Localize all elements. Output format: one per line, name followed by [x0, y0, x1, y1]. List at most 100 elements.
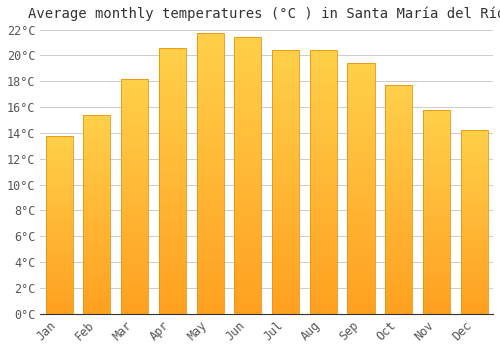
Bar	[385, 85, 412, 314]
Bar	[234, 137, 262, 142]
Bar	[385, 286, 412, 291]
Bar	[310, 130, 337, 135]
Bar	[310, 219, 337, 224]
Bar	[385, 213, 412, 218]
Bar	[460, 240, 488, 244]
Bar	[385, 177, 412, 181]
Bar	[272, 150, 299, 156]
Bar	[460, 171, 488, 174]
Bar	[121, 234, 148, 239]
Bar	[348, 309, 374, 314]
Bar	[348, 63, 374, 68]
Bar	[196, 112, 224, 118]
Bar	[46, 257, 73, 260]
Bar	[348, 98, 374, 103]
Bar	[196, 230, 224, 235]
Bar	[272, 177, 299, 182]
Bar	[460, 303, 488, 307]
Bar	[385, 218, 412, 222]
Bar	[385, 227, 412, 232]
Bar	[460, 145, 488, 149]
Bar	[46, 260, 73, 264]
Bar	[121, 159, 148, 163]
Bar	[310, 251, 337, 256]
Bar	[84, 310, 110, 314]
Bar	[234, 131, 262, 137]
Bar	[234, 181, 262, 187]
Bar	[46, 218, 73, 221]
Bar	[385, 158, 412, 163]
Bar	[84, 286, 110, 290]
Bar	[385, 245, 412, 250]
Bar	[46, 278, 73, 282]
Bar	[460, 178, 488, 182]
Bar	[121, 173, 148, 177]
Bar	[46, 143, 73, 146]
Bar	[423, 281, 450, 285]
Bar	[159, 239, 186, 245]
Bar	[423, 261, 450, 265]
Bar	[121, 276, 148, 281]
Bar	[196, 241, 224, 247]
Bar	[234, 126, 262, 131]
Bar	[121, 107, 148, 112]
Bar	[121, 300, 148, 304]
Bar	[385, 85, 412, 90]
Bar	[348, 183, 374, 189]
Bar	[348, 254, 374, 259]
Bar	[46, 203, 73, 207]
Bar	[423, 240, 450, 244]
Bar	[196, 56, 224, 62]
Bar	[385, 241, 412, 245]
Bar	[272, 224, 299, 230]
Bar	[348, 234, 374, 239]
Bar	[159, 170, 186, 175]
Bar	[348, 274, 374, 279]
Bar	[196, 45, 224, 50]
Bar	[348, 239, 374, 244]
Bar	[272, 156, 299, 161]
Bar	[121, 149, 148, 154]
Bar	[310, 298, 337, 303]
Bar	[46, 182, 73, 186]
Bar	[310, 119, 337, 124]
Bar	[121, 191, 148, 196]
Bar	[234, 104, 262, 109]
Bar	[348, 209, 374, 214]
Bar	[234, 115, 262, 120]
Bar	[121, 253, 148, 258]
Bar	[385, 90, 412, 94]
Bar	[272, 87, 299, 92]
Bar	[234, 109, 262, 115]
Bar	[196, 34, 224, 314]
Bar	[310, 135, 337, 140]
Bar	[46, 189, 73, 192]
Bar	[159, 208, 186, 213]
Bar	[385, 145, 412, 149]
Bar	[310, 277, 337, 282]
Bar	[46, 135, 73, 314]
Bar	[159, 79, 186, 85]
Bar	[234, 142, 262, 148]
Bar	[385, 232, 412, 236]
Bar	[385, 199, 412, 204]
Bar	[196, 269, 224, 275]
Bar	[196, 140, 224, 146]
Bar	[46, 267, 73, 271]
Bar	[46, 300, 73, 303]
Bar	[272, 119, 299, 124]
Bar	[423, 171, 450, 175]
Bar	[121, 196, 148, 201]
Bar	[310, 261, 337, 266]
Bar	[348, 73, 374, 78]
Bar	[460, 244, 488, 248]
Bar	[423, 163, 450, 167]
Bar	[234, 65, 262, 70]
Bar	[159, 181, 186, 186]
Bar	[348, 168, 374, 174]
Bar	[196, 50, 224, 56]
Bar	[310, 230, 337, 235]
Bar	[348, 123, 374, 128]
Bar	[385, 250, 412, 254]
Bar	[84, 155, 110, 159]
